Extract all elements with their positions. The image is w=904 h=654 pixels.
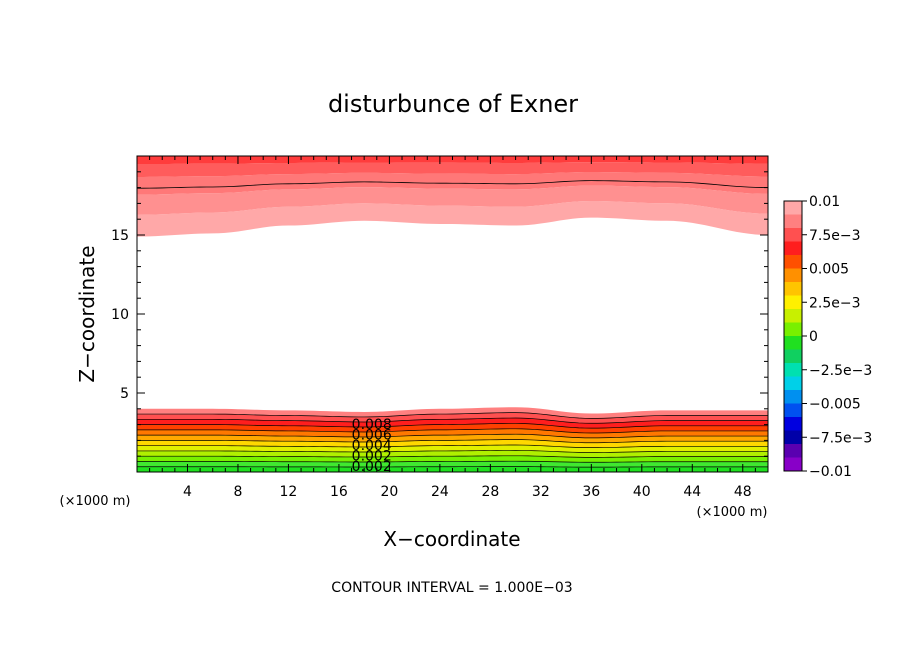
lower-contour-line — [137, 417, 768, 424]
colorbar-swatch — [784, 322, 802, 337]
upper-band-fill — [137, 156, 768, 165]
lower-band-fill — [137, 461, 768, 468]
lower-band-fill — [137, 407, 768, 419]
colorbar-swatch — [784, 403, 802, 418]
contour-label: 0.006 — [352, 428, 392, 444]
x-axis-label: X−coordinate — [383, 527, 520, 551]
colorbar-swatch — [784, 444, 802, 458]
lower-contour-line — [137, 466, 768, 468]
lower-contour-line — [137, 423, 768, 429]
x-tick-label: 48 — [734, 484, 752, 500]
x-tick-label: 40 — [633, 484, 651, 500]
x-tick-label: 24 — [431, 484, 449, 500]
contour-label: 0.002 — [352, 449, 392, 465]
x-tick-label: 4 — [183, 484, 192, 500]
colorbar-label: −0.005 — [809, 397, 861, 413]
colorbar-swatch — [784, 376, 802, 391]
colorbar-swatch — [784, 336, 802, 350]
x-tick-label: 28 — [481, 484, 499, 500]
y-tick-label: 5 — [120, 386, 129, 402]
lower-band-fill — [137, 450, 768, 458]
colorbar-swatch — [784, 214, 802, 229]
colorbar-swatch — [784, 282, 802, 296]
colorbar-label: −0.01 — [809, 464, 852, 480]
colorbar-label: 2.5e−3 — [809, 295, 861, 311]
contour-lines — [136, 180, 769, 468]
colorbar-swatch — [784, 295, 802, 310]
upper-band-fill — [137, 200, 768, 237]
colorbar-label: −7.5e−3 — [809, 430, 872, 446]
lower-contour-line — [137, 460, 768, 463]
x-right-unit-label: (×1000 m) — [697, 505, 768, 520]
y-tick-label: 10 — [111, 307, 129, 323]
lower-contour-line — [137, 439, 768, 444]
chart-title: disturbunce of Exner — [328, 90, 578, 118]
upper-contour-line — [136, 180, 769, 189]
y-tick-label: 15 — [111, 228, 129, 244]
lower-contour-line — [137, 412, 768, 419]
x-tick-label: 16 — [330, 484, 348, 500]
contour-label: 0.002 — [352, 459, 392, 475]
colorbar-swatch — [784, 349, 802, 364]
upper-band-fill — [137, 162, 768, 177]
contour-interval-note: CONTOUR INTERVAL = 1.000E−03 — [331, 580, 572, 596]
x-left-unit-label: (×1000 m) — [60, 494, 131, 509]
colorbar: 0.01 7.5e−3 0.005 2.5e−3 0 −2.5e−3 −0.005 −7.5e… — [783, 194, 872, 480]
colorbar-swatch — [784, 309, 802, 323]
colorbar-swatch — [784, 363, 802, 377]
x-axis-ticks: 4 8 12 16 20 24 28 32 36 40 44 48 — [149, 156, 756, 500]
colorbar-swatch — [784, 201, 802, 215]
colorbar-swatch — [784, 241, 802, 256]
x-tick-label: 36 — [582, 484, 600, 500]
y-axis-ticks: 5 10 15 — [111, 171, 768, 457]
colorbar-swatch — [784, 417, 802, 431]
colorbar-label: 0.01 — [809, 194, 840, 210]
contour-label: 0.008 — [352, 417, 392, 433]
colorbar-label: 7.5e−3 — [809, 228, 861, 244]
y-axis-label: Z−coordinate — [75, 245, 99, 382]
lower-band-fill — [137, 445, 768, 453]
colorbar-swatch — [784, 268, 802, 283]
lower-contour-line — [137, 444, 768, 448]
x-tick-label: 8 — [233, 484, 242, 500]
colorbar-swatch — [784, 255, 802, 269]
upper-band-fill — [137, 185, 768, 215]
lower-contour-line — [137, 428, 768, 434]
lower-contour-line — [137, 433, 768, 439]
colorbar-swatch — [784, 390, 802, 404]
colorbar-label: 0 — [809, 329, 818, 345]
colorbar-swatch — [784, 228, 802, 242]
colorbar-swatch — [784, 457, 802, 472]
x-tick-label: 12 — [280, 484, 298, 500]
contour-label: 0.004 — [352, 438, 392, 454]
x-tick-label: 32 — [532, 484, 550, 500]
x-tick-label: 20 — [380, 484, 398, 500]
lower-contour-line — [137, 450, 768, 453]
x-tick-label: 44 — [683, 484, 701, 500]
lower-contour-line — [137, 455, 768, 458]
colorbar-swatch — [784, 430, 802, 445]
colorbar-label: 0.005 — [809, 262, 849, 278]
colorbar-label: −2.5e−3 — [809, 363, 872, 379]
lower-band-fill — [137, 439, 768, 448]
